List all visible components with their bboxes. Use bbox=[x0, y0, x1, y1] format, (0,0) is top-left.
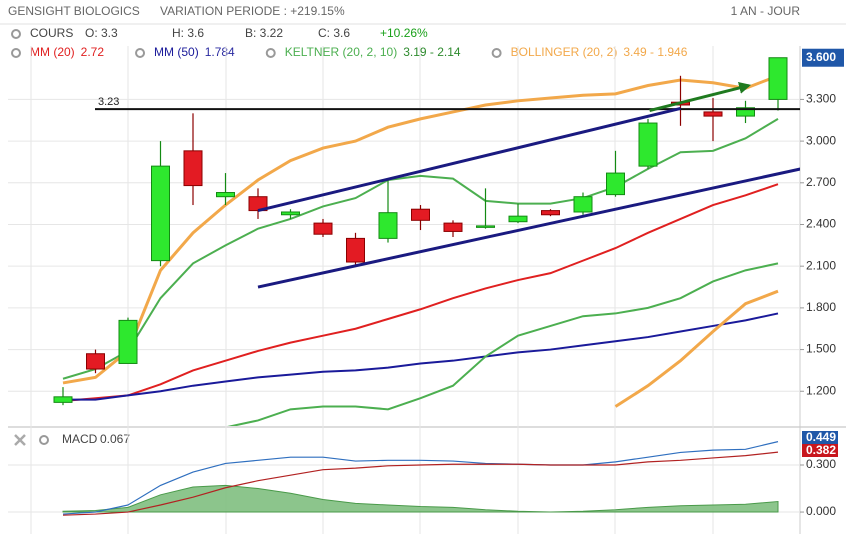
macd-line bbox=[62, 441, 779, 515]
candle-body bbox=[703, 111, 723, 117]
ohlc-close: C: 3.6 bbox=[318, 26, 350, 40]
ohlc-low: B: 3.22 bbox=[245, 26, 283, 40]
trend-line bbox=[257, 167, 800, 289]
chart-subtitle: VARIATION PERIODE : +219.15% bbox=[160, 4, 345, 18]
y-tick-label: 1.200 bbox=[806, 383, 836, 397]
legend-label: BOLLINGER (20, 2) bbox=[511, 45, 618, 59]
y-tick-label: 1.800 bbox=[806, 300, 836, 314]
candle-body bbox=[508, 215, 528, 223]
candle-body bbox=[346, 237, 365, 263]
candle-body bbox=[411, 208, 430, 221]
candle-body bbox=[248, 196, 268, 212]
macd-value: 0.067 bbox=[100, 432, 130, 446]
candle-body bbox=[573, 196, 593, 213]
candle-body bbox=[118, 319, 138, 364]
candle-body bbox=[476, 225, 495, 228]
candle-body bbox=[216, 192, 235, 198]
settings-icon[interactable] bbox=[11, 29, 21, 39]
indicator-line bbox=[62, 118, 779, 380]
indicator-line bbox=[62, 183, 779, 402]
change-label: +10.26% bbox=[380, 26, 428, 40]
indicator-line bbox=[63, 312, 779, 401]
trend-line bbox=[257, 106, 681, 213]
y-tick-label: 0.300 bbox=[806, 457, 836, 471]
y-tick-label: 2.100 bbox=[806, 258, 836, 272]
indicator-line bbox=[227, 262, 779, 426]
candle-body bbox=[313, 222, 333, 235]
period-label: 1 AN - JOUR bbox=[731, 4, 801, 18]
legend-label: KELTNER (20, 2, 10) bbox=[285, 45, 398, 59]
end-label: 0.449 bbox=[806, 430, 836, 444]
y-tick-label: 1.500 bbox=[806, 342, 836, 356]
candle-body bbox=[86, 353, 105, 370]
candle-body bbox=[378, 212, 398, 239]
candle-body bbox=[606, 172, 625, 196]
indicator-legend: MM (20) 2.72 MM (50) 1.784 KELTNER (20, 2, 1… bbox=[11, 45, 688, 59]
legend-label: MM (20) bbox=[30, 45, 75, 59]
indicator-line bbox=[614, 289, 779, 408]
macd-title: MACD bbox=[62, 432, 98, 446]
y-tick-label: 0.000 bbox=[806, 504, 836, 518]
end-label: 0.382 bbox=[806, 443, 836, 457]
macd-line bbox=[62, 451, 779, 516]
y-tick-label: 2.400 bbox=[806, 217, 836, 231]
legend-value: 1.784 bbox=[205, 45, 235, 59]
last-price-box bbox=[802, 48, 844, 67]
candle-body bbox=[281, 211, 300, 216]
resistance-label: 3.23 bbox=[98, 96, 119, 108]
settings-icon[interactable] bbox=[265, 48, 276, 58]
legend-value: 2.72 bbox=[81, 45, 105, 59]
settings-icon[interactable] bbox=[11, 48, 21, 58]
indicator-line bbox=[62, 74, 779, 385]
plot-area bbox=[8, 441, 800, 516]
candle-body bbox=[443, 222, 463, 232]
close-icon[interactable] bbox=[14, 434, 26, 446]
candle-body bbox=[541, 210, 560, 216]
candle-body bbox=[638, 122, 658, 167]
y-tick-label: 2.700 bbox=[806, 175, 836, 189]
legend-value: 3.19 - 2.14 bbox=[403, 45, 461, 59]
ohlc-name: COURS bbox=[30, 26, 73, 40]
candle-body bbox=[768, 57, 788, 100]
candle-body bbox=[151, 165, 170, 262]
candle-body bbox=[183, 150, 203, 187]
y-tick-label: 3.300 bbox=[806, 92, 836, 106]
trend-line bbox=[649, 82, 752, 112]
legend-value: 3.49 - 1.946 bbox=[623, 45, 687, 59]
legend-label: MM (50) bbox=[154, 45, 199, 59]
chart-title: GENSIGHT BIOLOGICS bbox=[8, 4, 140, 18]
histogram-area bbox=[62, 484, 779, 513]
y-tick-label: 3.000 bbox=[806, 133, 836, 147]
ohlc-open: O: 3.3 bbox=[85, 26, 118, 40]
settings-icon[interactable] bbox=[39, 435, 49, 445]
candle-body bbox=[736, 107, 755, 117]
candle-body bbox=[53, 396, 73, 403]
settings-icon[interactable] bbox=[491, 48, 502, 58]
settings-icon[interactable] bbox=[135, 48, 146, 58]
ohlc-high: H: 3.6 bbox=[172, 26, 204, 40]
end-label-box bbox=[802, 431, 838, 444]
end-label-box bbox=[802, 444, 838, 457]
last-price-label: 3.600 bbox=[806, 50, 836, 64]
plot-area bbox=[8, 57, 800, 426]
